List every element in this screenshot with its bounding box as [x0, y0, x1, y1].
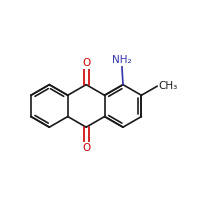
- Text: O: O: [82, 58, 90, 68]
- Text: O: O: [82, 143, 90, 153]
- Text: CH₃: CH₃: [159, 81, 178, 91]
- Text: NH₂: NH₂: [112, 55, 132, 65]
